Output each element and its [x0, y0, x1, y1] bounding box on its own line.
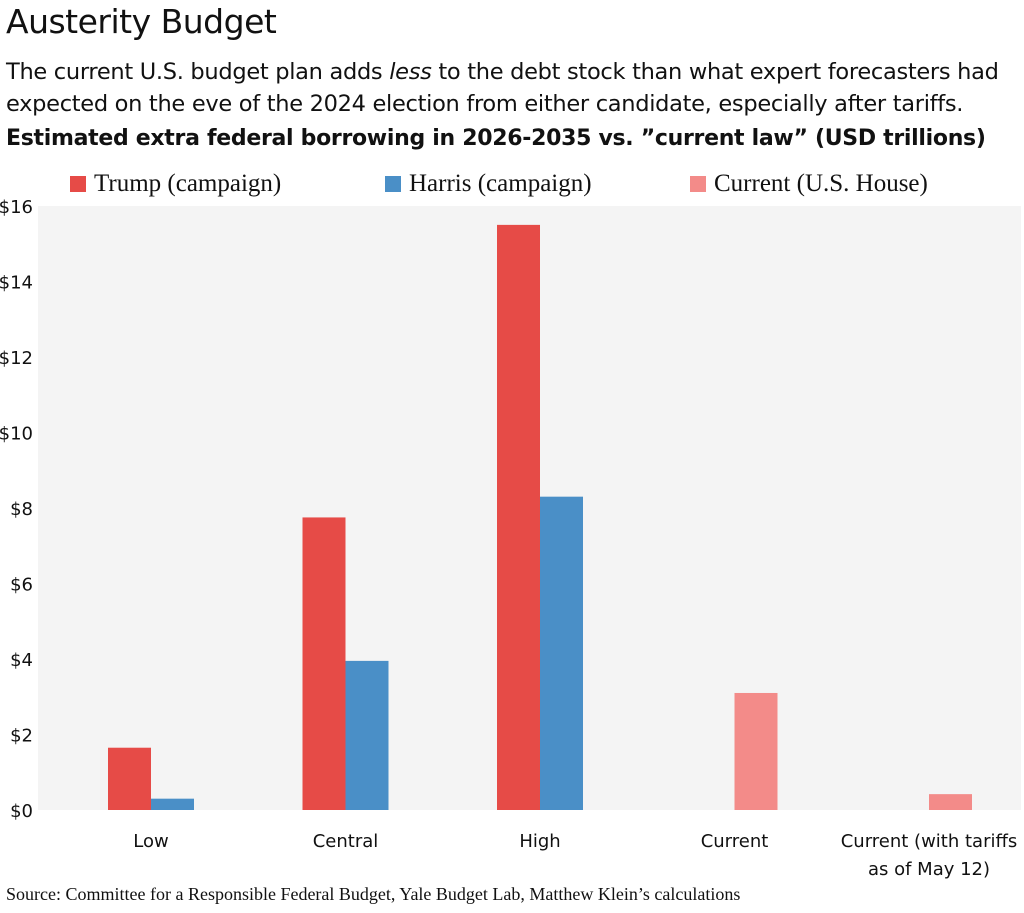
legend-swatch-trump — [70, 176, 86, 192]
y-tick-label-12: $12 — [0, 348, 33, 369]
bar-trump-campaign-central — [302, 517, 346, 810]
bar-harris-campaign-central — [345, 660, 389, 810]
subtitle-text-1: The current U.S. budget plan adds — [6, 59, 390, 85]
legend-label-trump: Trump (campaign) — [94, 170, 282, 197]
legend-item-harris: Harris (campaign) — [385, 168, 592, 200]
legend-swatch-current — [690, 176, 706, 192]
x-tick-label-low: Low — [133, 831, 168, 852]
y-tick-label-2: $2 — [10, 726, 33, 747]
subtitle-text-2: to the debt stock than what expert forec… — [6, 59, 999, 117]
bar-current-u-s-house-current — [734, 692, 778, 810]
chart-heading: Estimated extra federal borrowing in 202… — [6, 126, 986, 151]
y-axis: $0 $2 $4 $6 $8 $10 $12 $14 $16 — [0, 197, 33, 822]
y-tick-label-14: $14 — [0, 273, 33, 294]
x-axis: Low Central High Current Current (with tarif… — [133, 831, 1017, 880]
y-tick-label-4: $4 — [10, 650, 33, 671]
y-tick-label-8: $8 — [10, 499, 33, 520]
legend-swatch-harris — [385, 176, 401, 192]
bar-trump-campaign-low — [108, 747, 151, 810]
bars-group — [108, 224, 972, 810]
x-tick-label-current: Current — [701, 831, 769, 852]
legend-item-trump: Trump (campaign) — [70, 168, 281, 200]
bar-harris-campaign-low — [151, 798, 194, 810]
y-tick-label-0: $0 — [10, 801, 33, 822]
bar-current-u-s-house-current-with-tariffs-as-of-may-12 — [929, 794, 972, 810]
chart-title: Austerity Budget — [6, 2, 277, 41]
legend-label-harris: Harris (campaign) — [409, 170, 592, 197]
bar-harris-campaign-high — [540, 496, 583, 810]
source-note: Source: Committee for a Responsible Fede… — [6, 884, 741, 904]
x-tick-label-high: High — [519, 831, 560, 852]
x-tick-label-central: Central — [313, 831, 379, 852]
y-tick-label-10: $10 — [0, 424, 33, 445]
legend-label-current: Current (U.S. House) — [714, 170, 928, 197]
subtitle-emphasis: less — [389, 59, 432, 85]
y-tick-label-6: $6 — [10, 575, 33, 596]
y-tick-label-16: $16 — [0, 197, 33, 218]
bar-trump-campaign-high — [497, 224, 540, 810]
x-tick-label-current-with-tariffs-as-of-may-12: Current (with tariffs as of May 12) — [841, 831, 1018, 880]
legend: Trump (campaign) Harris (campaign) Curre… — [0, 168, 1024, 200]
chart-subtitle: The current U.S. budget plan adds less t… — [6, 56, 1021, 120]
legend-item-current: Current (U.S. House) — [690, 168, 928, 200]
